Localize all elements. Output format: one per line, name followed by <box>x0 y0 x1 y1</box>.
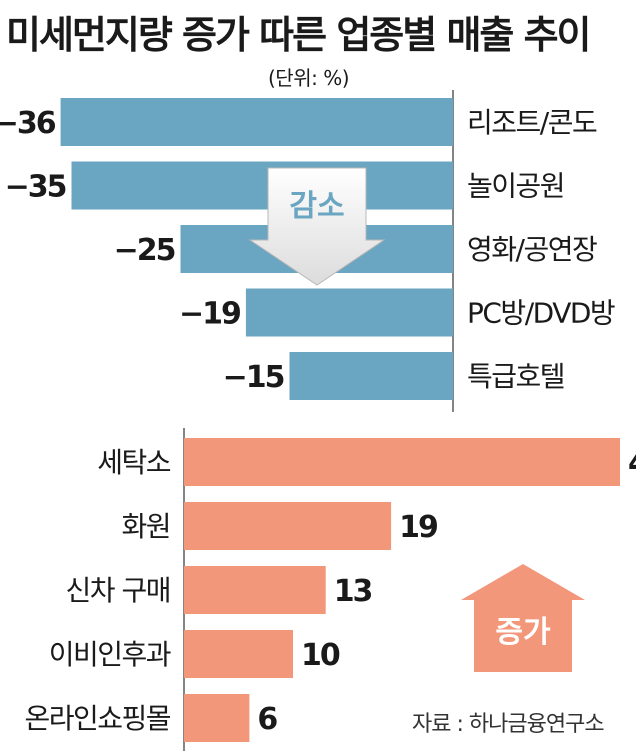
increase-label: 증가 <box>495 615 551 650</box>
category-label: 이비인후과 <box>49 638 171 671</box>
value-label: −25 <box>114 233 175 268</box>
value-label: 13 <box>334 574 372 609</box>
value-label: 6 <box>257 702 277 737</box>
value-label: −35 <box>5 170 66 205</box>
category-label: 영화/공연장 <box>467 233 597 266</box>
decrease-arrow: 감소 <box>248 167 386 286</box>
value-label: −15 <box>223 360 284 395</box>
bar <box>289 352 453 400</box>
chart-title: 미세먼지량 증가 따른 업종별 매출 추이 <box>6 13 592 57</box>
up-arrow-icon <box>461 564 585 672</box>
bar <box>60 98 453 146</box>
category-label: 신차 구매 <box>66 574 170 607</box>
category-label: 특급호텔 <box>467 360 564 393</box>
bar <box>184 438 620 486</box>
category-label: 놀이공원 <box>467 170 564 203</box>
value-label: 40 <box>628 446 636 481</box>
increase-arrow: 증가 <box>461 564 585 672</box>
bar <box>184 502 392 550</box>
category-label: 리조트/콘도 <box>467 106 597 139</box>
bar <box>71 161 453 210</box>
unit-label: (단위: %) <box>268 66 350 90</box>
value-label: 19 <box>399 510 437 545</box>
value-label: −36 <box>0 106 56 141</box>
category-label: 온라인쇼핑몰 <box>24 702 170 735</box>
category-label: 세탁소 <box>97 446 171 479</box>
bar <box>184 630 293 678</box>
source-label: 자료 : 하나금융연구소 <box>412 712 605 737</box>
value-label: 10 <box>301 638 340 673</box>
bar <box>184 694 250 742</box>
category-label: 화원 <box>121 510 170 543</box>
bar <box>184 566 326 614</box>
down-arrow-icon <box>248 167 386 286</box>
decrease-label: 감소 <box>289 189 344 224</box>
bar <box>245 288 453 337</box>
increase-group: 40 세탁소 19 화원 13 신차 구매 10 이비인후과 6 온라인쇼핑몰 <box>24 428 636 751</box>
category-label: PC방/DVD방 <box>467 297 615 330</box>
value-label: −19 <box>179 297 240 332</box>
